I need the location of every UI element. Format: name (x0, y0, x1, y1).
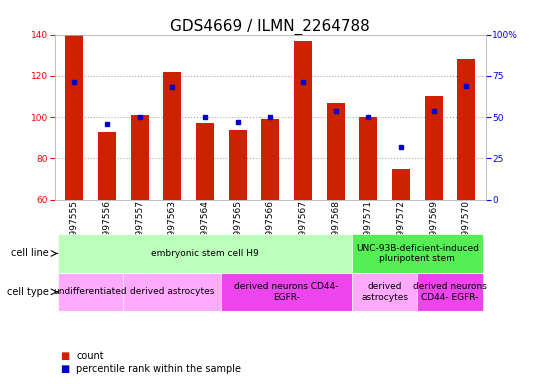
Bar (229, 129, 247, 200)
Text: ■: ■ (60, 351, 69, 361)
Bar (294, 41, 312, 200)
Text: count: count (76, 351, 104, 361)
Text: undifferentiated: undifferentiated (54, 287, 127, 296)
Bar (359, 117, 377, 200)
Bar (123, 273, 221, 311)
Bar (196, 123, 214, 200)
Text: derived
astrocytes: derived astrocytes (361, 282, 408, 301)
Text: derived astrocytes: derived astrocytes (130, 287, 215, 296)
Text: derived neurons CD44-
EGFR-: derived neurons CD44- EGFR- (234, 282, 339, 301)
Bar (221, 273, 352, 311)
Bar (163, 72, 181, 200)
Title: GDS4669 / ILMN_2264788: GDS4669 / ILMN_2264788 (170, 18, 370, 35)
Bar (98, 132, 116, 200)
Text: ■: ■ (60, 364, 69, 374)
Text: cell type: cell type (7, 287, 49, 297)
Bar (392, 169, 410, 200)
Bar (58, 273, 123, 311)
Bar (130, 115, 149, 200)
Bar (58, 234, 352, 273)
Bar (352, 234, 483, 273)
Text: derived neurons
CD44- EGFR-: derived neurons CD44- EGFR- (413, 282, 487, 301)
Bar (458, 60, 476, 200)
Text: UNC-93B-deficient-induced
pluripotent stem: UNC-93B-deficient-induced pluripotent st… (356, 244, 479, 263)
Bar (327, 103, 345, 200)
Bar (425, 96, 443, 200)
Text: embryonic stem cell H9: embryonic stem cell H9 (151, 249, 259, 258)
Bar (262, 119, 279, 200)
Text: percentile rank within the sample: percentile rank within the sample (76, 364, 241, 374)
Bar (417, 273, 483, 311)
Text: cell line: cell line (11, 248, 49, 258)
Bar (65, 35, 83, 200)
Bar (352, 273, 417, 311)
